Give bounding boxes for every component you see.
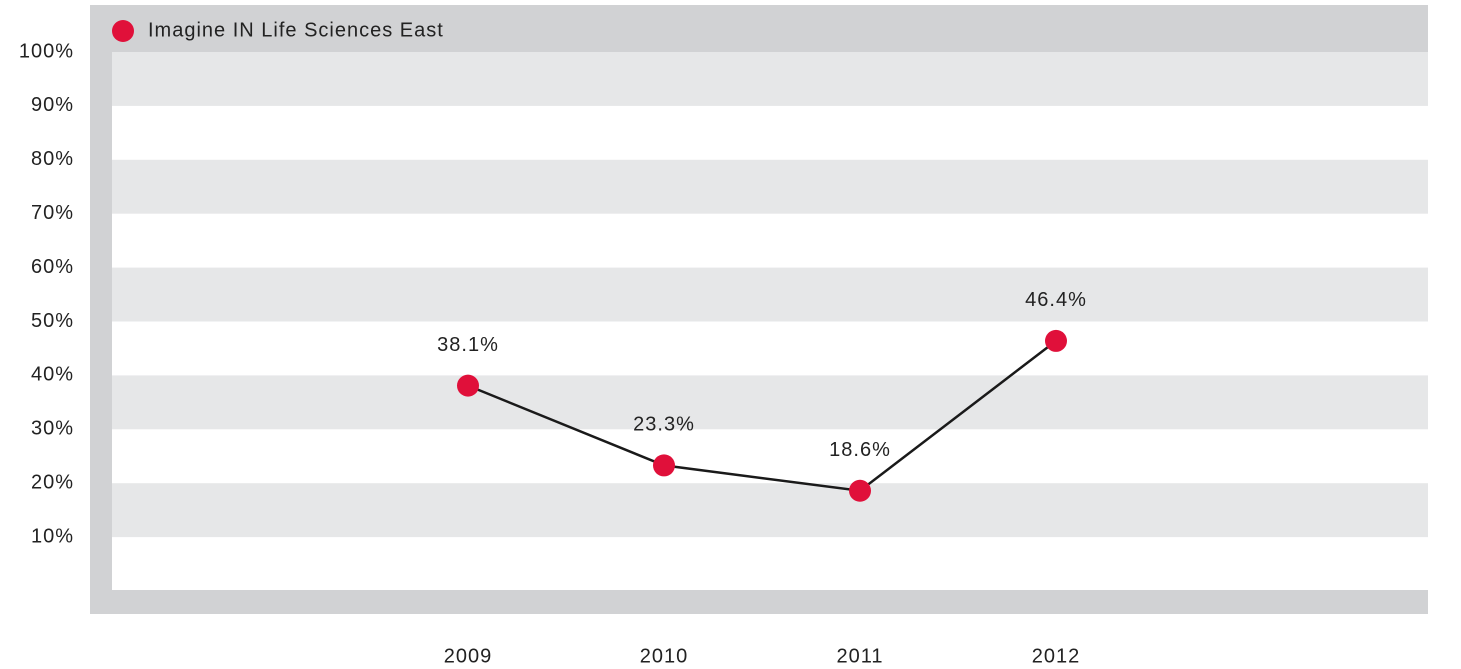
y-tick-label: 70% — [31, 202, 74, 224]
x-tick-label: 2010 — [640, 645, 689, 667]
y-tick-label: 80% — [31, 148, 74, 170]
x-tick-label: 2009 — [444, 645, 493, 667]
frame-bottom — [90, 590, 1428, 614]
y-tick-label: 40% — [31, 364, 74, 386]
frame-left — [90, 5, 112, 614]
x-tick-label: 2011 — [836, 645, 883, 667]
grid-band — [112, 375, 1428, 430]
grid-band — [112, 159, 1428, 214]
series-line — [467, 339, 1057, 493]
y-tick-label: 10% — [31, 525, 74, 547]
legend-label: Imagine IN Life Sciences East — [148, 19, 444, 41]
data-point — [1045, 329, 1067, 352]
data-label: 38.1% — [437, 334, 499, 356]
x-tick-label: 2012 — [1032, 645, 1081, 667]
data-point — [457, 374, 479, 397]
grid-band — [112, 267, 1428, 322]
y-tick-label: 60% — [31, 256, 74, 278]
y-tick-label: 30% — [31, 418, 74, 440]
data-label: 46.4% — [1025, 289, 1087, 311]
grid-band — [112, 52, 1428, 106]
data-label: 23.3% — [633, 414, 695, 436]
data-label: 18.6% — [829, 439, 891, 461]
y-tick-label: 50% — [31, 310, 74, 332]
data-point — [849, 479, 871, 502]
legend-marker — [112, 20, 134, 42]
y-tick-label: 20% — [31, 471, 74, 493]
y-tick-label: 90% — [31, 94, 74, 116]
frame-top — [90, 5, 1428, 52]
y-tick-label: 100% — [19, 40, 74, 62]
data-point — [653, 454, 675, 477]
grid-band — [112, 483, 1428, 538]
